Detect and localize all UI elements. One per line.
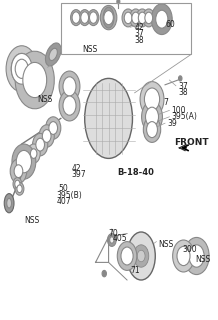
Ellipse shape [132,12,140,24]
Text: 7: 7 [163,98,168,107]
Ellipse shape [16,150,31,173]
Ellipse shape [88,10,99,26]
Text: 71: 71 [130,266,140,275]
Text: NSS: NSS [83,45,98,54]
Ellipse shape [151,4,172,35]
Ellipse shape [49,48,57,60]
Text: FRONT: FRONT [174,138,208,147]
Ellipse shape [49,122,58,134]
Ellipse shape [30,149,37,158]
Text: 38: 38 [135,36,144,44]
Text: NSS: NSS [37,95,52,104]
Ellipse shape [89,12,97,23]
Ellipse shape [104,11,113,25]
Ellipse shape [189,245,204,267]
Ellipse shape [124,12,132,24]
Ellipse shape [130,9,142,27]
Text: 60: 60 [165,20,175,28]
Ellipse shape [15,182,24,195]
Text: 407: 407 [56,197,71,206]
Ellipse shape [100,5,117,30]
Ellipse shape [144,88,160,110]
Ellipse shape [11,53,32,84]
Ellipse shape [63,96,76,115]
Ellipse shape [11,53,32,84]
Ellipse shape [7,198,12,208]
Text: 39: 39 [167,119,177,128]
Ellipse shape [117,242,137,270]
Ellipse shape [27,144,40,163]
Ellipse shape [10,159,27,183]
Ellipse shape [17,185,22,193]
Ellipse shape [177,246,190,266]
Ellipse shape [184,237,209,275]
Circle shape [137,250,145,262]
Ellipse shape [32,133,48,156]
Text: 405: 405 [113,234,128,243]
Ellipse shape [121,247,133,265]
Ellipse shape [140,82,164,117]
Circle shape [179,76,182,81]
Text: NSS: NSS [196,255,211,264]
Ellipse shape [142,101,162,132]
Text: 300: 300 [182,245,197,254]
Ellipse shape [143,9,155,27]
Ellipse shape [127,232,155,280]
Ellipse shape [39,125,54,147]
Ellipse shape [46,117,61,139]
Ellipse shape [122,9,134,27]
Ellipse shape [85,78,133,158]
Text: 37: 37 [178,82,188,91]
Text: 37: 37 [135,29,144,38]
Ellipse shape [14,165,23,178]
Ellipse shape [81,12,89,23]
Ellipse shape [6,46,37,92]
Text: 397: 397 [72,170,86,179]
Ellipse shape [136,9,148,27]
Text: B-18-40: B-18-40 [117,168,154,177]
Ellipse shape [156,10,168,28]
Ellipse shape [173,240,194,272]
Text: 50: 50 [59,184,68,193]
Circle shape [134,245,149,267]
Ellipse shape [79,10,90,26]
Ellipse shape [145,12,153,24]
Ellipse shape [36,138,44,151]
Ellipse shape [15,59,28,78]
Ellipse shape [63,77,76,96]
Ellipse shape [13,178,22,190]
Text: 395(B): 395(B) [56,191,82,200]
Ellipse shape [45,43,61,66]
Ellipse shape [42,130,51,142]
Ellipse shape [4,194,14,213]
Bar [61,3,191,54]
Text: 42: 42 [72,164,81,172]
Ellipse shape [103,7,114,28]
Ellipse shape [138,12,146,24]
Text: 395(A): 395(A) [172,112,198,121]
Text: 70: 70 [109,229,118,238]
Text: NSS: NSS [24,216,39,225]
Ellipse shape [59,90,80,121]
Text: 100: 100 [172,106,186,115]
Text: 42: 42 [135,23,144,32]
Ellipse shape [146,122,157,138]
Ellipse shape [145,107,158,126]
Ellipse shape [107,234,116,246]
Ellipse shape [143,117,161,142]
Circle shape [117,0,120,4]
Circle shape [110,237,114,243]
Ellipse shape [71,10,82,26]
Ellipse shape [15,180,20,188]
Ellipse shape [72,12,80,23]
Circle shape [102,270,106,277]
Ellipse shape [59,71,80,102]
Ellipse shape [15,51,54,109]
Text: NSS: NSS [158,240,174,249]
Text: 38: 38 [178,88,188,97]
Ellipse shape [12,144,36,179]
Ellipse shape [23,62,47,98]
